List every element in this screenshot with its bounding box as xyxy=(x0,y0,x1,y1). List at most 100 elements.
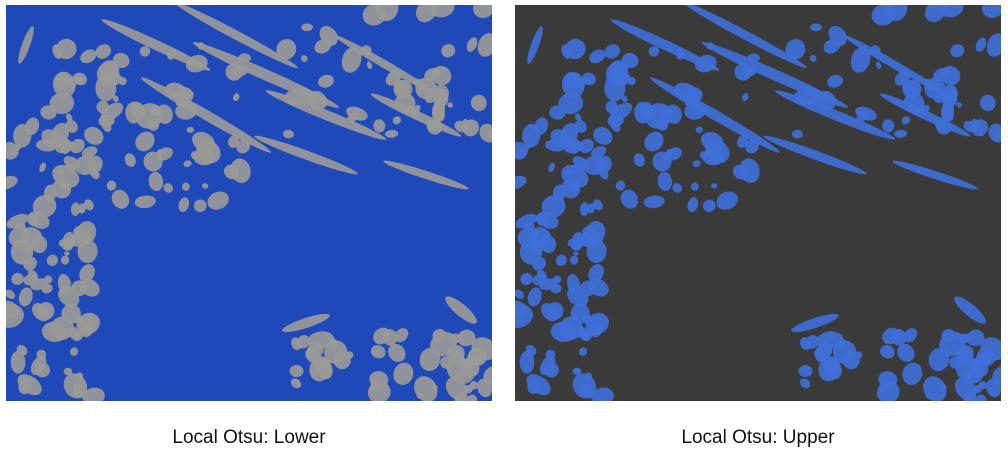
particle xyxy=(975,394,987,401)
particle xyxy=(621,95,628,103)
particle xyxy=(370,345,386,359)
particle xyxy=(561,164,589,188)
particle xyxy=(973,384,982,394)
particle xyxy=(414,78,426,91)
particle xyxy=(76,221,97,245)
particle xyxy=(454,372,463,380)
particle xyxy=(318,74,334,88)
particle xyxy=(610,19,720,71)
particle xyxy=(884,5,908,22)
particle xyxy=(552,184,566,202)
particle xyxy=(393,362,414,385)
particle xyxy=(72,329,84,342)
particle xyxy=(986,33,1001,57)
particle xyxy=(979,94,996,112)
particle xyxy=(581,329,593,342)
particle xyxy=(79,278,100,297)
particle xyxy=(634,101,652,124)
particle xyxy=(394,328,409,343)
particle xyxy=(6,300,19,319)
particle xyxy=(73,315,85,325)
particle xyxy=(687,197,699,213)
micrograph-image-lower xyxy=(6,5,492,401)
particle xyxy=(301,23,313,32)
particle xyxy=(566,273,581,295)
particle xyxy=(855,351,863,359)
particle xyxy=(431,99,446,123)
particle xyxy=(373,119,386,133)
particle xyxy=(99,60,120,82)
particle xyxy=(692,160,701,167)
particle xyxy=(515,289,525,299)
particle xyxy=(479,123,492,143)
particle xyxy=(382,329,398,346)
particle xyxy=(823,356,842,380)
particle xyxy=(539,278,558,291)
particle xyxy=(569,255,579,265)
particle xyxy=(39,162,46,173)
particle xyxy=(447,102,453,108)
particle xyxy=(937,5,964,18)
particle xyxy=(6,289,16,299)
particle xyxy=(410,104,421,117)
particle xyxy=(57,273,72,295)
particle xyxy=(843,34,947,96)
particle xyxy=(148,171,164,192)
particle xyxy=(579,202,590,216)
particle xyxy=(902,362,923,385)
particle xyxy=(588,264,604,283)
particle xyxy=(223,164,240,180)
particle xyxy=(956,102,962,108)
caption-lower: Local Otsu: Lower xyxy=(172,427,326,448)
particle xyxy=(598,167,609,180)
particle xyxy=(519,350,535,374)
particle xyxy=(143,151,163,172)
particle xyxy=(763,135,867,175)
particle xyxy=(146,117,160,131)
particle xyxy=(610,119,621,132)
particle xyxy=(608,60,629,82)
particle xyxy=(850,46,871,73)
particle xyxy=(304,93,318,106)
particle xyxy=(591,146,607,159)
particle xyxy=(869,45,881,55)
particle xyxy=(43,184,57,202)
particle xyxy=(89,167,100,180)
particle xyxy=(570,147,578,154)
particle xyxy=(959,333,971,344)
particle xyxy=(975,37,987,52)
particle xyxy=(49,92,75,115)
particle xyxy=(745,139,759,154)
particle xyxy=(69,347,79,356)
particle xyxy=(816,331,844,350)
particle xyxy=(111,189,130,209)
particle xyxy=(63,367,73,376)
particle xyxy=(695,126,703,133)
particle xyxy=(139,46,151,57)
particle xyxy=(25,117,40,136)
particle xyxy=(27,269,38,280)
particle xyxy=(648,46,660,57)
particle xyxy=(61,147,69,154)
segmentation-panel-upper xyxy=(515,5,1001,401)
particle xyxy=(655,117,669,131)
particle xyxy=(125,101,143,124)
particle xyxy=(314,356,333,380)
particle xyxy=(827,74,843,88)
particle xyxy=(72,72,87,86)
particle xyxy=(183,160,192,167)
particle xyxy=(703,199,716,213)
particle xyxy=(254,135,358,175)
particle xyxy=(954,296,986,324)
particle xyxy=(392,116,401,125)
particle xyxy=(225,63,243,81)
particle xyxy=(289,364,304,378)
particle xyxy=(124,153,136,167)
particle xyxy=(197,42,205,50)
particle xyxy=(683,5,807,69)
particle xyxy=(558,92,584,115)
particle xyxy=(106,180,117,191)
particle xyxy=(370,379,379,393)
particle xyxy=(515,300,528,319)
particle xyxy=(466,394,478,401)
